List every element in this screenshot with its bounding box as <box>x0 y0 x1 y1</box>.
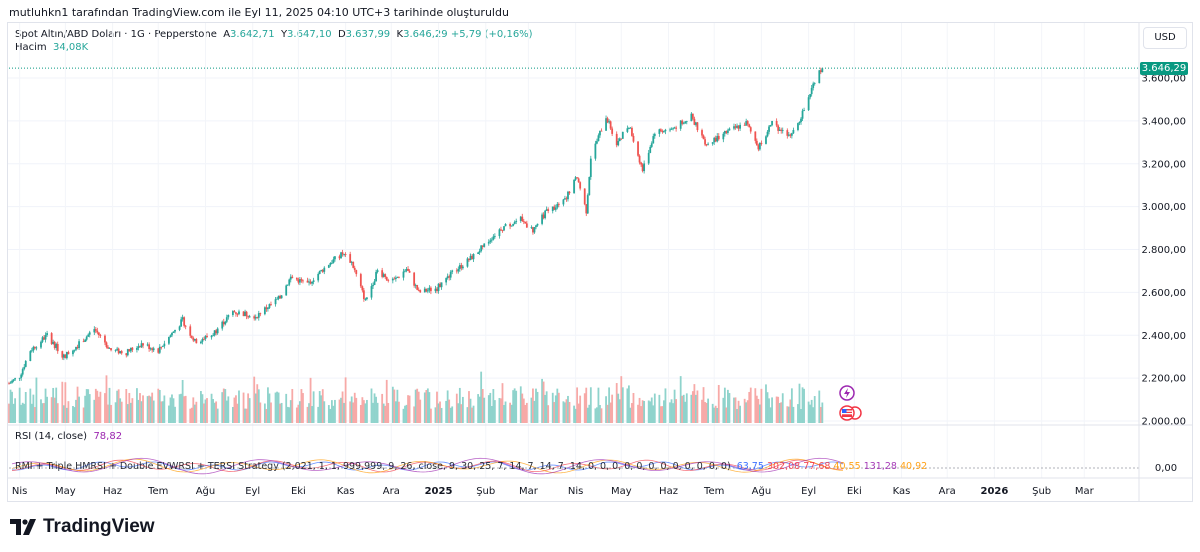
attribution-text: mutluhkn1 tarafından TradingView.com ile… <box>9 6 509 19</box>
currency-button[interactable]: USD <box>1143 27 1187 49</box>
strategy-legend: RMI + Triple HMRSI + Double EVWRSI + TER… <box>15 461 927 472</box>
volume-value: 34,08K <box>53 42 89 53</box>
symbol-name[interactable]: Spot Altın/ABD Doları · 1G · Pepperstone <box>15 29 217 40</box>
change-value: +5,79 (+0,16%) <box>450 29 533 40</box>
strategy-value: 40,92 <box>899 461 928 472</box>
high-value: 3.647,10 <box>287 29 332 40</box>
strategy-value: 40,55 <box>833 461 861 472</box>
low-value: 3.637,99 <box>345 29 391 40</box>
rsi-value: 78,82 <box>93 431 123 442</box>
volume-label[interactable]: Hacim <box>15 42 47 53</box>
low-label: D <box>337 29 346 40</box>
strategy-value: 77,68 <box>803 461 831 472</box>
close-label: K <box>396 29 404 40</box>
close-value: 3.646,29 <box>403 29 448 40</box>
strategy-value: 302,08 <box>766 461 801 472</box>
high-label: Y <box>280 29 288 40</box>
strategy-label[interactable]: RMI + Triple HMRSI + Double EVWRSI + TER… <box>15 461 731 472</box>
symbol-legend: Spot Altın/ABD Doları · 1G · Pepperstone… <box>15 29 533 40</box>
last-price-badge: 3.646,29 <box>1140 61 1188 75</box>
chart-frame <box>7 22 1193 502</box>
open-label: A <box>223 29 231 40</box>
volume-legend: Hacim 34,08K <box>15 42 88 53</box>
tradingview-logo[interactable]: TradingView <box>10 516 155 538</box>
rsi-label[interactable]: RSI (14, close) <box>15 431 88 442</box>
open-value: 3.642,71 <box>230 29 275 40</box>
strategy-value: 131,28 <box>863 461 897 472</box>
tradingview-logo-icon <box>10 519 36 535</box>
tradingview-logo-text: TradingView <box>43 516 155 537</box>
strategy-value: 63,75 <box>736 461 764 472</box>
rsi-legend: RSI (14, close) 78,82 <box>15 431 122 442</box>
